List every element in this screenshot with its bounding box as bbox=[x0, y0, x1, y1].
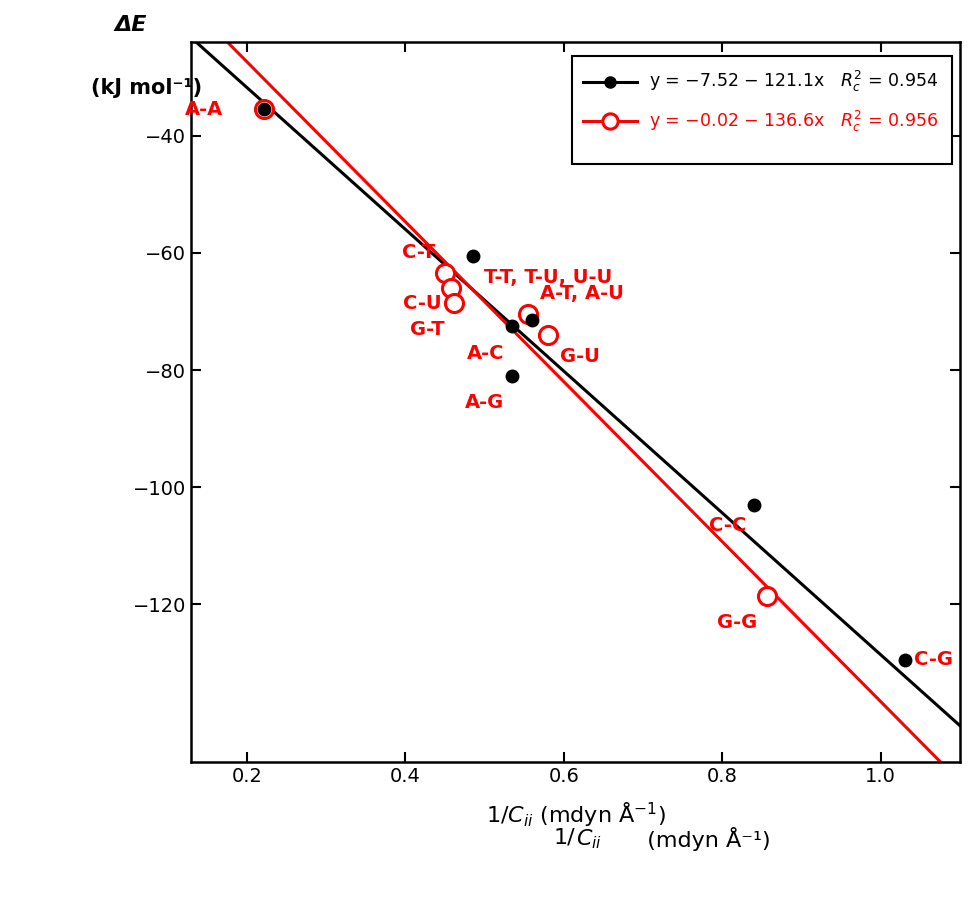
Text: G-T: G-T bbox=[410, 320, 445, 339]
Text: 1/: 1/ bbox=[554, 827, 575, 847]
Text: C-T: C-T bbox=[402, 243, 435, 262]
Text: A-A: A-A bbox=[184, 100, 223, 119]
Text: (kJ mol⁻¹): (kJ mol⁻¹) bbox=[92, 78, 203, 98]
Text: C-U: C-U bbox=[403, 294, 442, 313]
Text: ΔE: ΔE bbox=[114, 15, 147, 35]
Text: A-G: A-G bbox=[465, 393, 504, 412]
X-axis label: 1/$\it{C}_{ii}$ (mdyn Å$^{-1}$): 1/$\it{C}_{ii}$ (mdyn Å$^{-1}$) bbox=[486, 800, 666, 829]
Text: C-C: C-C bbox=[709, 517, 746, 535]
Text: (mdyn Å⁻¹): (mdyn Å⁻¹) bbox=[575, 827, 770, 851]
Text: T-T, T-U, U-U: T-T, T-U, U-U bbox=[485, 268, 612, 287]
FancyBboxPatch shape bbox=[571, 56, 953, 165]
Text: C-G: C-G bbox=[914, 651, 953, 670]
Text: y = −7.52 − 121.1x   $R_c^2$ = 0.954: y = −7.52 − 121.1x $R_c^2$ = 0.954 bbox=[648, 69, 938, 94]
Text: A-T, A-U: A-T, A-U bbox=[540, 284, 624, 303]
Text: G-U: G-U bbox=[560, 347, 600, 366]
Text: y = −0.02 − 136.6x   $R_c^2$ = 0.956: y = −0.02 − 136.6x $R_c^2$ = 0.956 bbox=[648, 108, 938, 134]
Text: A-C: A-C bbox=[467, 344, 504, 363]
Text: $\it{C}_{ii}$: $\it{C}_{ii}$ bbox=[575, 827, 602, 851]
Text: G-G: G-G bbox=[717, 613, 758, 632]
